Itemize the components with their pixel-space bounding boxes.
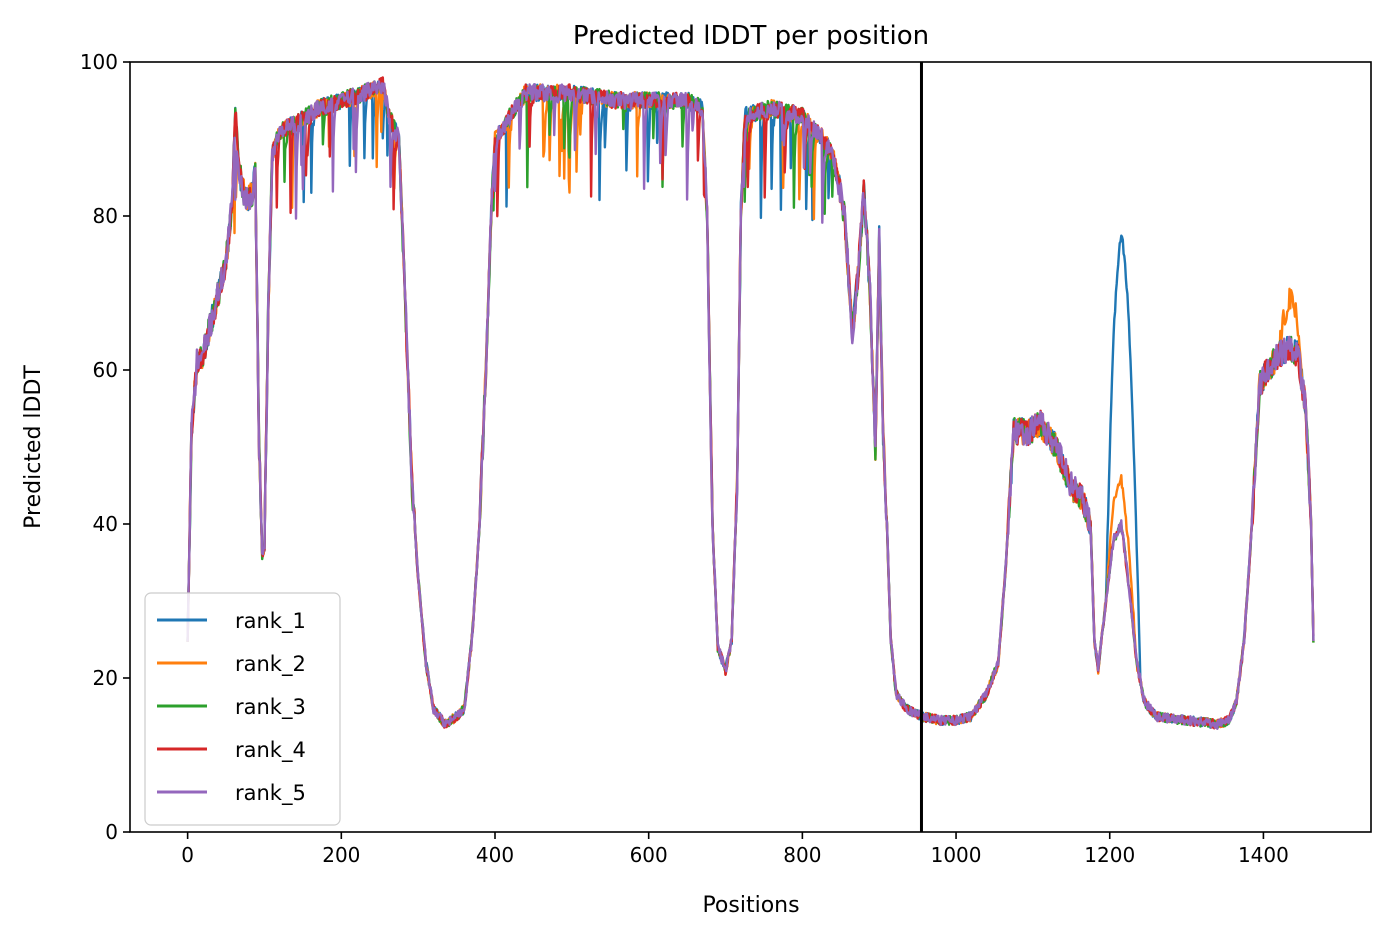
y-tick-label: 40 (93, 512, 118, 536)
legend-label: rank_1 (235, 609, 306, 634)
plot-area (186, 62, 1315, 832)
legend-label: rank_5 (235, 781, 306, 806)
series-line-rank_5 (186, 80, 1315, 730)
chart-title: Predicted lDDT per position (573, 21, 929, 51)
legend-box (144, 592, 341, 826)
x-tick-label: 400 (476, 843, 514, 867)
x-tick-label: 1000 (931, 843, 982, 867)
legend: rank_1 rank_2 rank_3 rank_4 rank_5 (144, 592, 341, 826)
legend-label: rank_4 (235, 738, 306, 763)
y-tick-label: 100 (80, 50, 118, 74)
y-tick-label: 20 (93, 666, 118, 690)
x-axis: 0 200 400 600 800 1000 1200 1400 (181, 832, 1289, 867)
x-tick-label: 600 (630, 843, 668, 867)
x-axis-label: Positions (702, 893, 799, 918)
y-axis: 0 20 40 60 80 100 (80, 50, 130, 844)
legend-label: rank_3 (235, 695, 306, 720)
series-lines (186, 76, 1315, 730)
x-tick-label: 1400 (1238, 843, 1289, 867)
y-tick-label: 60 (93, 358, 118, 382)
x-tick-label: 1200 (1084, 843, 1135, 867)
y-tick-label: 0 (105, 820, 118, 844)
x-tick-label: 800 (783, 843, 821, 867)
y-axis-label: Predicted lDDT (21, 365, 46, 529)
y-tick-label: 80 (93, 204, 118, 228)
x-tick-label: 200 (322, 843, 360, 867)
plot-frame (129, 61, 1372, 833)
x-tick-label: 0 (181, 843, 194, 867)
legend-label: rank_2 (235, 652, 306, 677)
